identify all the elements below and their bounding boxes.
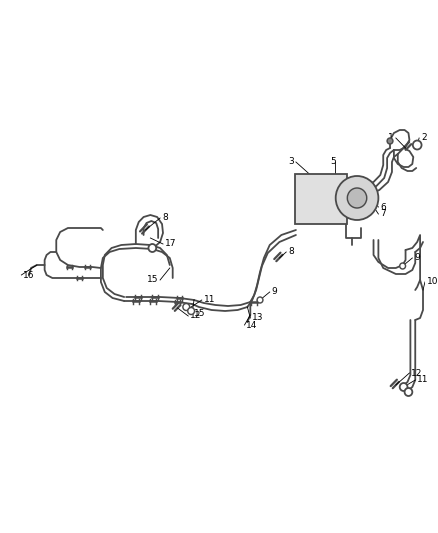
Text: 10: 10 bbox=[427, 278, 438, 287]
Text: 12: 12 bbox=[190, 311, 201, 320]
Text: 11: 11 bbox=[417, 376, 429, 384]
Text: 15: 15 bbox=[194, 309, 205, 318]
FancyBboxPatch shape bbox=[295, 174, 347, 224]
Circle shape bbox=[183, 303, 190, 311]
Text: 6: 6 bbox=[380, 203, 386, 212]
Text: 5: 5 bbox=[330, 157, 336, 166]
Circle shape bbox=[148, 244, 156, 252]
Text: 13: 13 bbox=[252, 313, 264, 322]
Circle shape bbox=[413, 141, 421, 149]
Circle shape bbox=[336, 176, 378, 220]
Text: 17: 17 bbox=[165, 239, 177, 248]
Text: 9: 9 bbox=[414, 254, 420, 262]
Circle shape bbox=[400, 263, 406, 269]
Circle shape bbox=[257, 297, 263, 303]
Text: 9: 9 bbox=[272, 287, 277, 296]
Text: 12: 12 bbox=[411, 368, 423, 377]
Text: 11: 11 bbox=[204, 295, 215, 304]
Text: 15: 15 bbox=[147, 276, 158, 285]
Text: 7: 7 bbox=[380, 209, 386, 219]
Text: 1: 1 bbox=[388, 133, 394, 142]
Circle shape bbox=[400, 383, 407, 391]
Circle shape bbox=[347, 188, 367, 208]
Text: 3: 3 bbox=[288, 157, 294, 166]
Circle shape bbox=[387, 138, 393, 144]
Circle shape bbox=[188, 308, 194, 314]
Circle shape bbox=[405, 388, 412, 396]
Text: 8: 8 bbox=[288, 247, 294, 256]
Text: 2: 2 bbox=[421, 133, 427, 142]
Text: 8: 8 bbox=[162, 214, 168, 222]
Text: 16: 16 bbox=[23, 271, 35, 279]
Text: 14: 14 bbox=[247, 320, 258, 329]
